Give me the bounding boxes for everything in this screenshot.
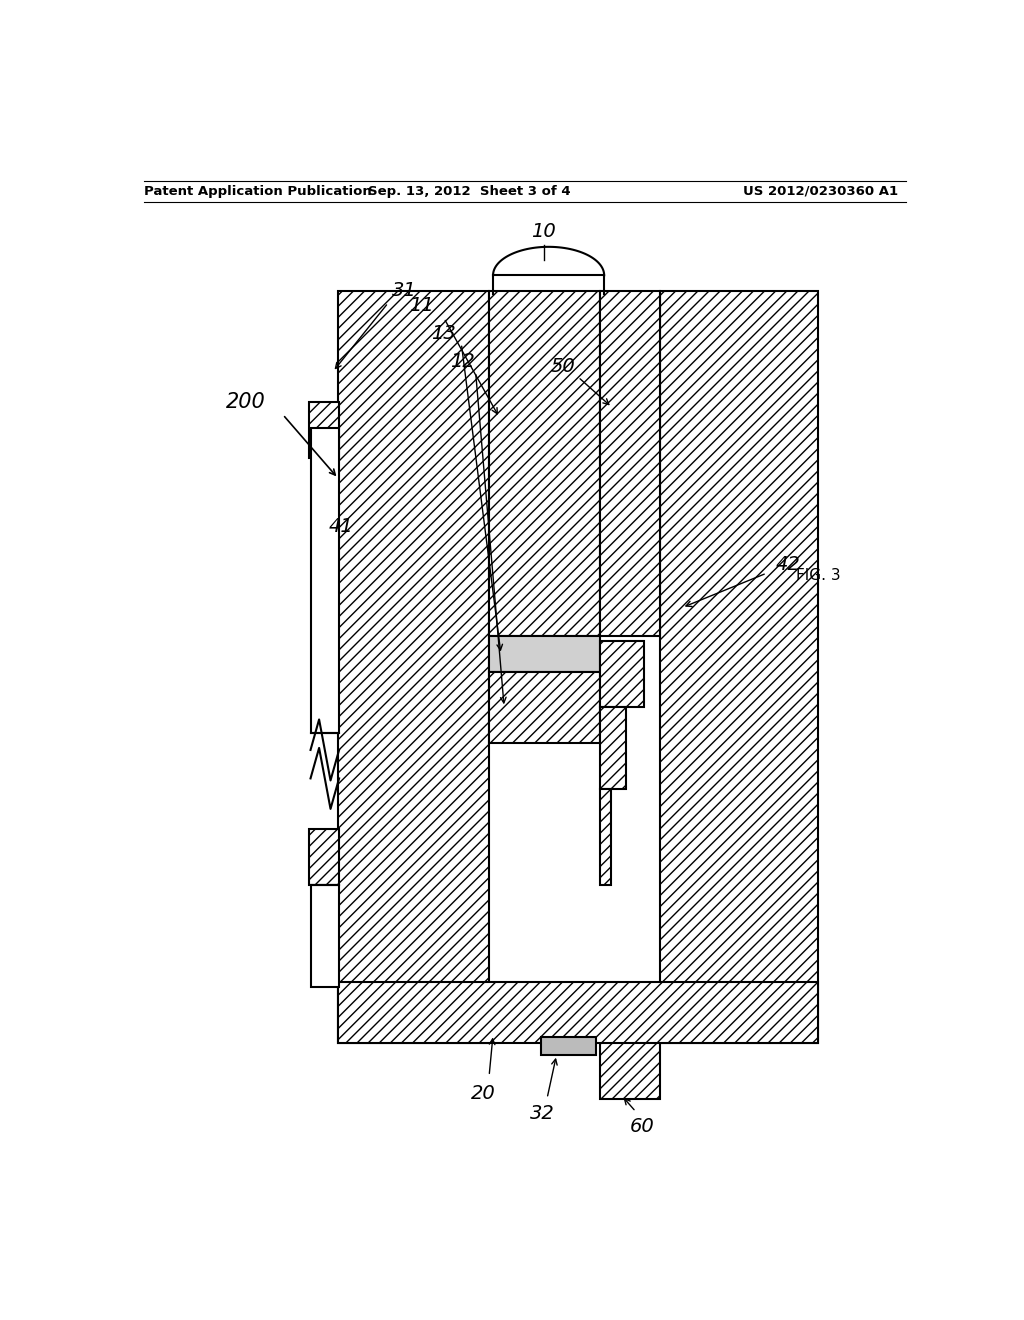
Bar [338, 982, 818, 1043]
Text: 42: 42 [776, 556, 801, 574]
Bar [338, 290, 489, 1043]
Text: 32: 32 [529, 1105, 555, 1123]
Bar [489, 636, 600, 672]
Bar [600, 708, 626, 788]
Bar [310, 428, 339, 733]
Text: Sep. 13, 2012  Sheet 3 of 4: Sep. 13, 2012 Sheet 3 of 4 [368, 185, 570, 198]
Text: 200: 200 [225, 392, 265, 412]
Bar [600, 290, 659, 636]
Text: 12: 12 [451, 352, 475, 371]
Bar [600, 788, 611, 886]
Text: 20: 20 [471, 1084, 496, 1104]
Text: 10: 10 [531, 222, 556, 242]
Bar [659, 290, 818, 1043]
Bar [541, 1036, 596, 1055]
Text: 13: 13 [431, 323, 457, 343]
Text: 50: 50 [551, 358, 575, 376]
Text: 41: 41 [329, 517, 353, 536]
Bar [600, 642, 644, 708]
Bar [489, 672, 600, 743]
Bar [310, 886, 339, 987]
Bar [600, 1038, 659, 1098]
Text: 11: 11 [410, 296, 434, 315]
Bar [309, 403, 339, 458]
Bar [489, 290, 600, 636]
Text: FIG. 3: FIG. 3 [796, 568, 841, 582]
Text: US 2012/0230360 A1: US 2012/0230360 A1 [742, 185, 898, 198]
Text: 31: 31 [392, 281, 417, 300]
Text: Patent Application Publication: Patent Application Publication [143, 185, 372, 198]
Bar [309, 829, 339, 886]
Text: 60: 60 [630, 1117, 654, 1135]
